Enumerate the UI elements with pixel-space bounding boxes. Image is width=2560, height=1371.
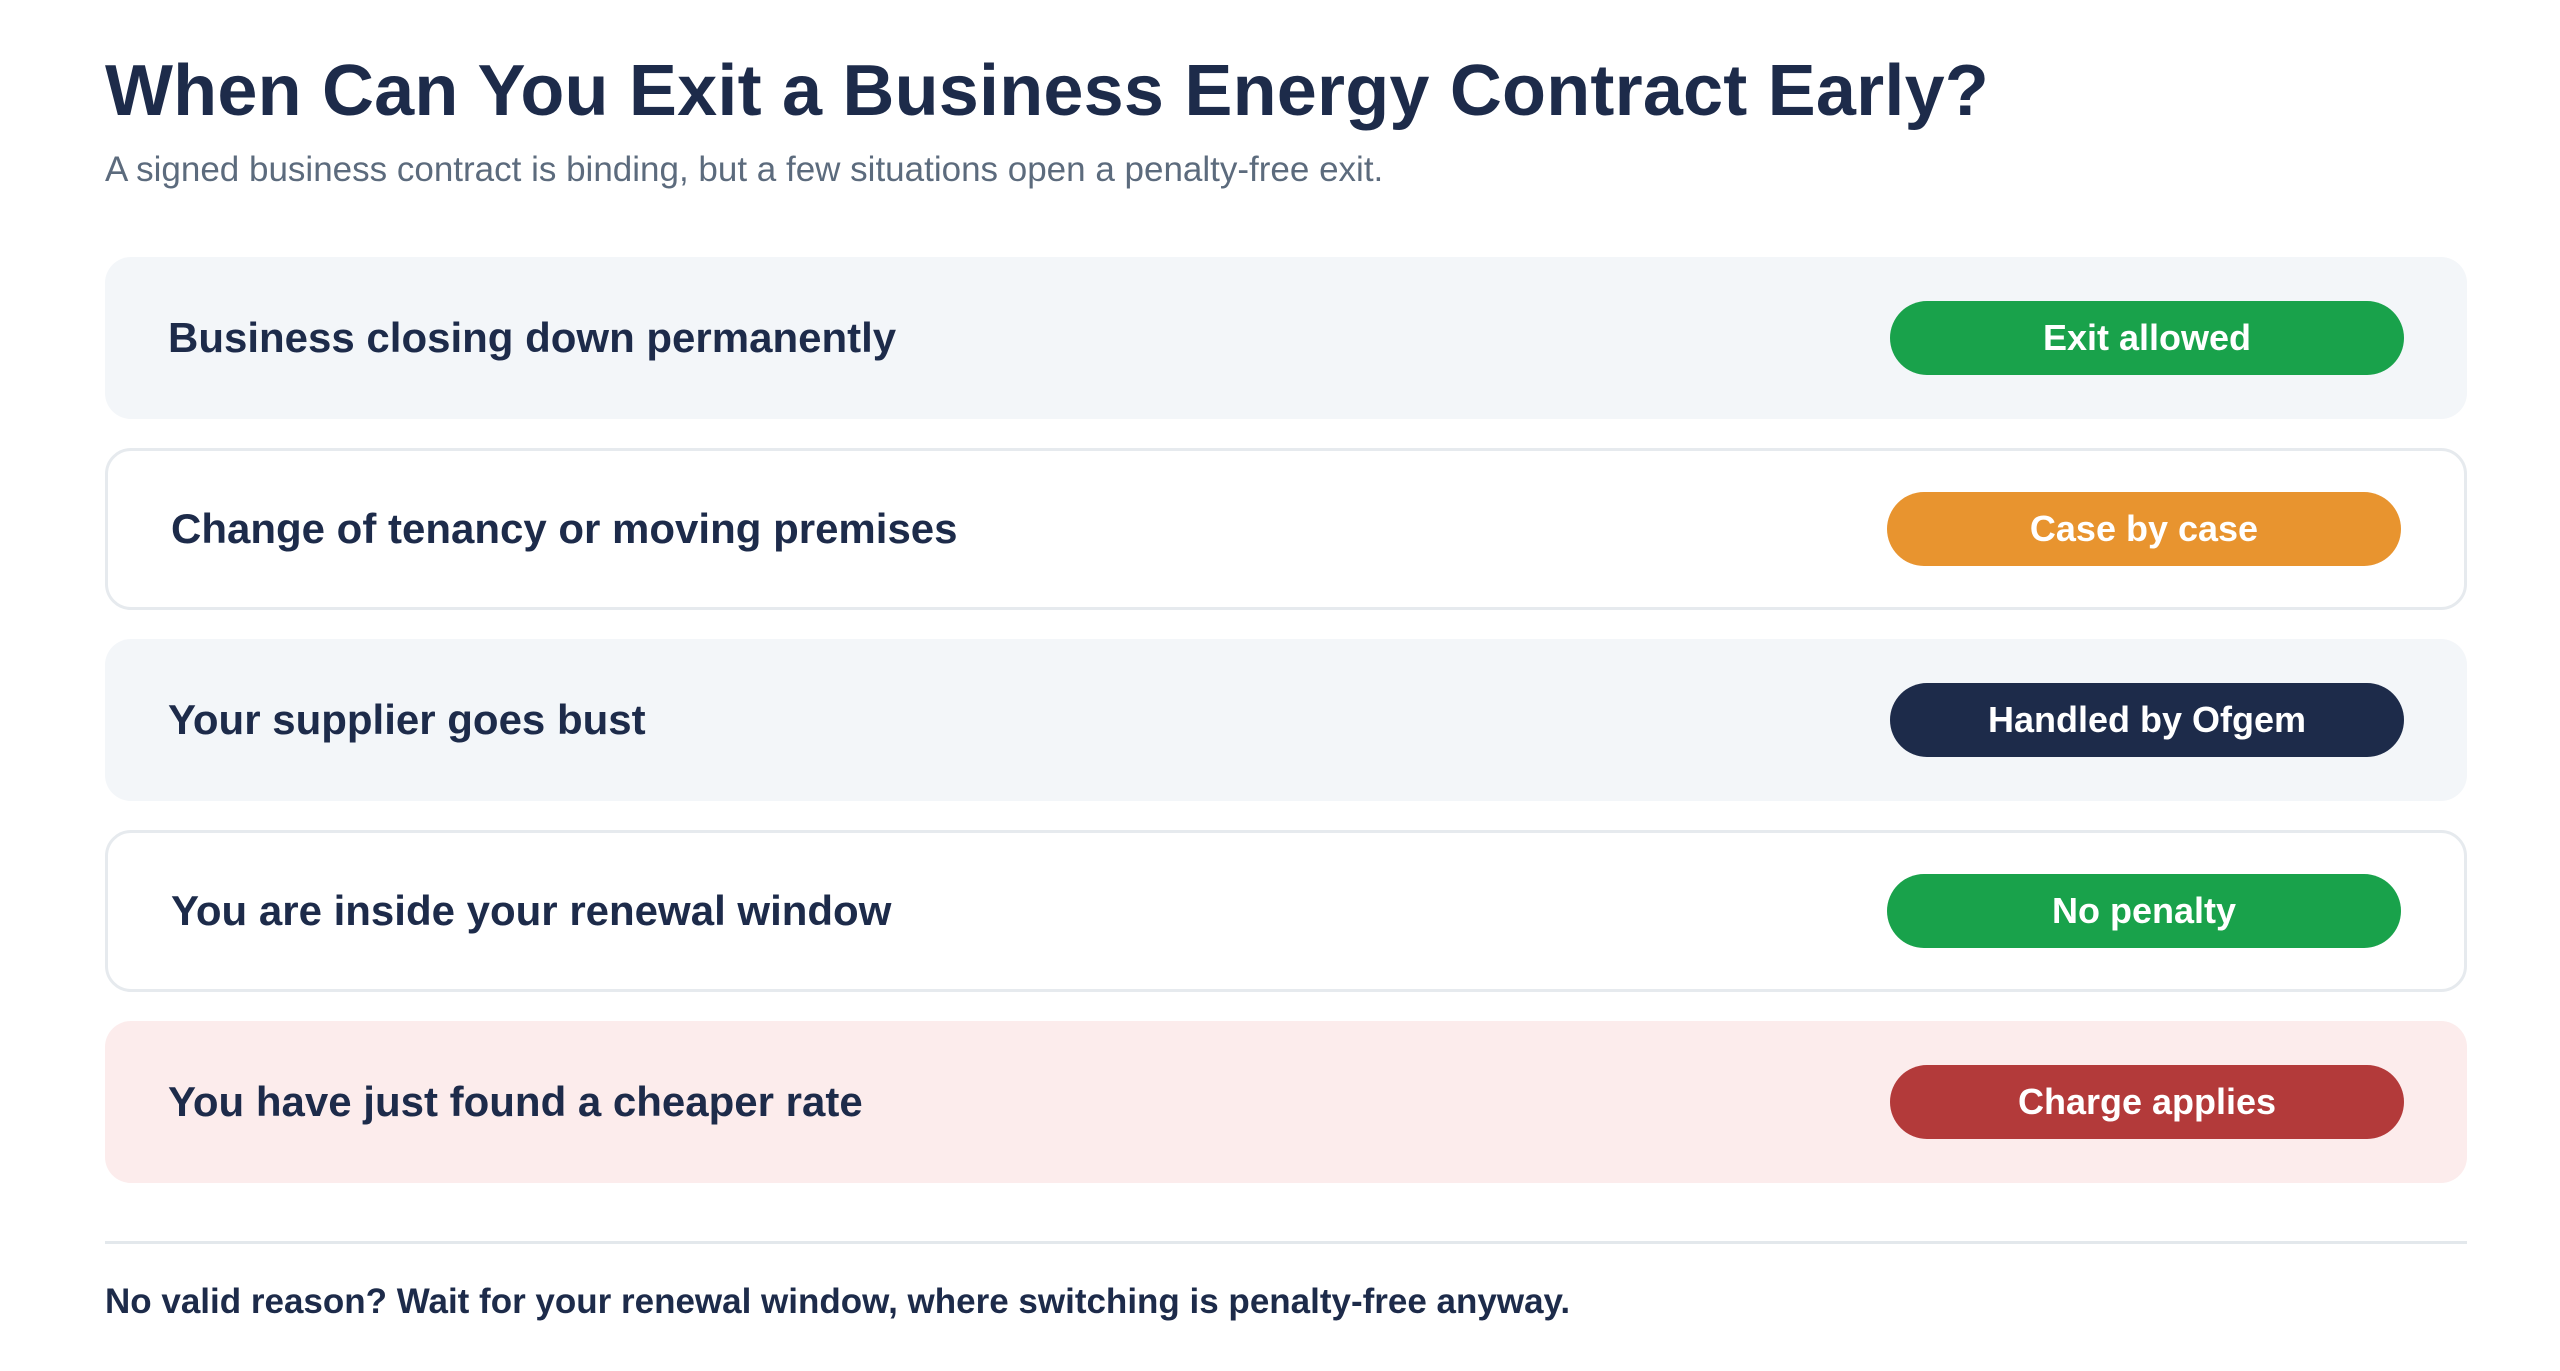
status-badge: Handled by Ofgem (1890, 683, 2404, 757)
status-badge: Charge applies (1890, 1065, 2404, 1139)
footer-note: No valid reason? Wait for your renewal w… (105, 1282, 1571, 1321)
footer-divider (105, 1241, 2467, 1244)
scenario-label: Business closing down permanently (168, 314, 897, 361)
scenario-row: Your supplier goes bust Handled by Ofgem (105, 639, 2467, 801)
scenario-row: You have just found a cheaper rate Charg… (105, 1021, 2467, 1183)
scenario-label: You have just found a cheaper rate (168, 1078, 863, 1125)
status-badge: Case by case (1887, 492, 2401, 566)
scenario-row: You are inside your renewal window No pe… (105, 830, 2467, 992)
status-badge: No penalty (1887, 874, 2401, 948)
scenario-label: Change of tenancy or moving premises (171, 505, 958, 552)
scenario-row: Business closing down permanently Exit a… (105, 257, 2467, 419)
page-title: When Can You Exit a Business Energy Cont… (105, 51, 1989, 131)
scenario-label: Your supplier goes bust (168, 696, 646, 743)
scenario-row: Change of tenancy or moving premises Cas… (105, 448, 2467, 610)
status-badge: Exit allowed (1890, 301, 2404, 375)
page-subtitle: A signed business contract is binding, b… (105, 150, 1384, 189)
scenario-label: You are inside your renewal window (171, 887, 892, 934)
